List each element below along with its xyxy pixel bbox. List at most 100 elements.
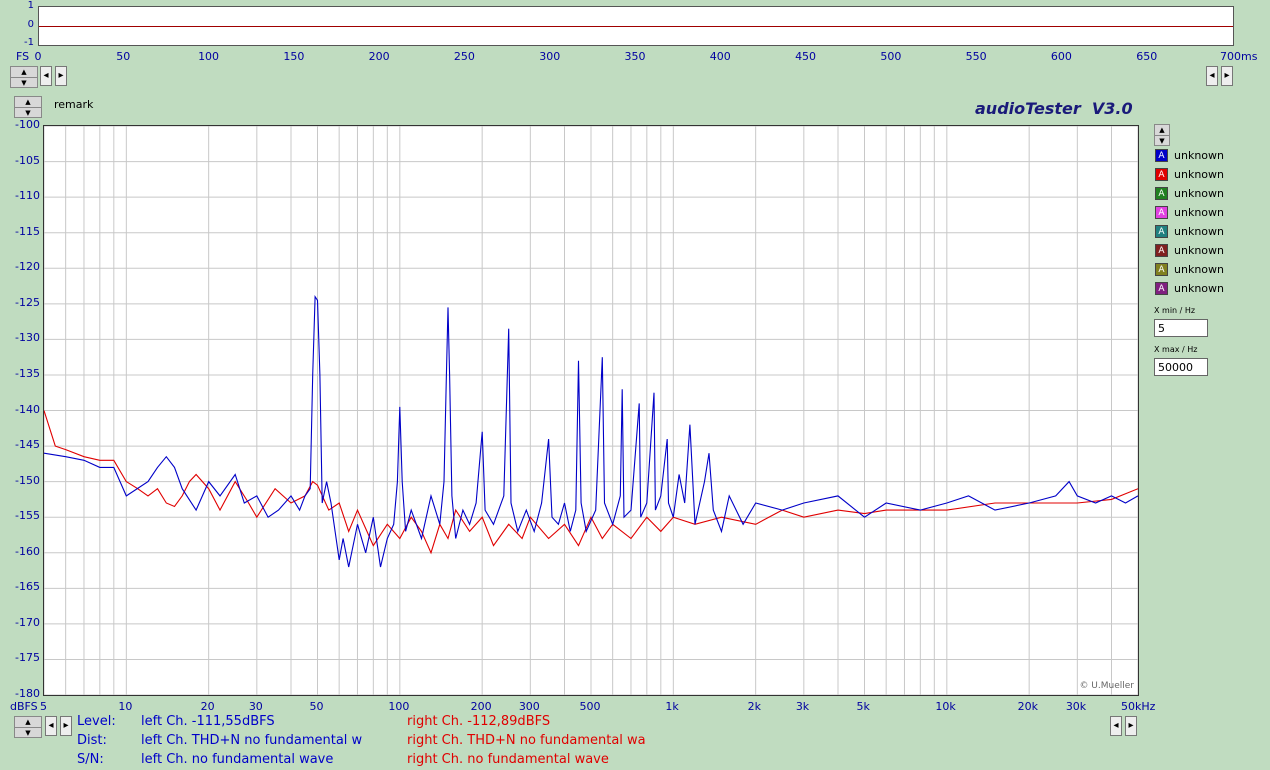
y-tick-label: -160	[15, 544, 40, 558]
legend-item-label: unknown	[1174, 281, 1224, 295]
y-tick-label: -130	[15, 331, 40, 345]
level-right-value: right Ch. -112,89dBFS	[407, 714, 551, 729]
scope-scroll-left-button[interactable]: ◂	[40, 66, 52, 86]
y-tick-label: -175	[15, 651, 40, 665]
legend-swatch-icon[interactable]: A	[1155, 224, 1168, 238]
scope-x-tick: 350	[624, 50, 646, 63]
x-tick-label: 300	[518, 700, 540, 713]
scope-ytick-minus1: -1	[24, 37, 34, 48]
y-tick-label: -115	[15, 224, 40, 238]
x-tick-label: 1k	[665, 700, 679, 713]
legend-down-icon[interactable]: ▼	[1159, 136, 1165, 145]
scope-fs-label: FS	[16, 50, 30, 63]
series-line-right-channel	[44, 410, 1138, 555]
spectrum-plot: © U.Mueller	[43, 125, 1139, 696]
scope-x-tick: 550	[965, 50, 987, 63]
y-tick-label: -100	[15, 118, 40, 131]
legend-swatch-icon[interactable]: A	[1155, 167, 1168, 181]
scope-zoom-up-icon[interactable]: ▲	[11, 67, 37, 78]
x-tick-label: 200	[470, 700, 492, 713]
x-min-label: X min / Hz	[1154, 306, 1196, 315]
x-tick-label: 10	[118, 700, 133, 713]
scope-ytick-0: 0	[27, 19, 34, 30]
legend-item-label: unknown	[1174, 205, 1224, 219]
spectrum-zoom-up-icon[interactable]: ▲	[15, 97, 41, 108]
legend-item-label: unknown	[1174, 148, 1224, 162]
y-tick-label: -135	[15, 366, 40, 380]
x-tick-label: 2k	[747, 700, 762, 713]
status-right-button[interactable]: ▸	[60, 716, 72, 736]
legend-swatch-icon[interactable]: A	[1155, 243, 1168, 257]
status-left-button[interactable]: ◂	[45, 716, 57, 736]
freq-scroll-right-button[interactable]: ▸	[1125, 716, 1137, 736]
spectrum-zoom-down-icon[interactable]: ▼	[25, 108, 31, 117]
legend-swatch-icon[interactable]: A	[1155, 262, 1168, 276]
sn-label: S/N:	[77, 752, 104, 767]
x-tick-label: 10k	[935, 700, 956, 713]
legend-swatch-icon[interactable]: A	[1155, 281, 1168, 295]
y-tick-label: -170	[15, 615, 40, 629]
spectrum-zoom-spinner[interactable]: ▲ ▼	[14, 96, 42, 118]
scope-x-tick: 200	[368, 50, 390, 63]
sn-right-value: right Ch. no fundamental wave	[407, 752, 609, 767]
scope-time-left-button[interactable]: ◂	[1206, 66, 1218, 86]
status-up-icon[interactable]: ▲	[15, 717, 41, 728]
scope-zero-line	[39, 26, 1233, 27]
status-spinner[interactable]: ▲ ▼	[14, 716, 42, 738]
legend-scroll-spinner[interactable]: ▲ ▼	[1154, 124, 1170, 146]
status-down-icon[interactable]: ▼	[25, 728, 31, 737]
app-title: audioTester V3.0	[975, 99, 1133, 118]
scope-x-tick: 150	[283, 50, 305, 63]
legend-swatch-icon[interactable]: A	[1155, 205, 1168, 219]
scope-x-tick: 500	[880, 50, 902, 63]
scope-x-tick: 400	[709, 50, 731, 63]
x-tick-label: 500	[579, 700, 601, 713]
x-tick-label: 5	[40, 700, 47, 713]
x-max-input[interactable]	[1154, 358, 1208, 376]
legend-item-label: unknown	[1174, 243, 1224, 257]
x-tick-label: 20	[200, 700, 215, 713]
legend-item-label: unknown	[1174, 262, 1224, 276]
x-tick-label: 100	[388, 700, 410, 713]
x-tick-label: 3k	[795, 700, 810, 713]
credit-text: © U.Mueller	[1079, 681, 1134, 691]
level-left-value: left Ch. -111,55dBFS	[141, 714, 275, 729]
scope-x-tick: 0	[34, 50, 42, 63]
legend-up-icon[interactable]: ▲	[1155, 125, 1169, 136]
legend-swatch-icon[interactable]: A	[1155, 148, 1168, 162]
y-tick-label: -120	[15, 260, 40, 274]
freq-scroll-left-button[interactable]: ◂	[1110, 716, 1122, 736]
scope-time-right-button[interactable]: ▸	[1221, 66, 1233, 86]
scope-zoom-spinner[interactable]: ▲ ▼	[10, 66, 38, 88]
level-label: Level:	[77, 714, 116, 729]
legend-swatch-icon[interactable]: A	[1155, 186, 1168, 200]
scope-zoom-down-icon[interactable]: ▼	[21, 78, 27, 87]
x-max-label: X max / Hz	[1154, 345, 1198, 354]
x-tick-label: 50	[309, 700, 324, 713]
legend-item-label: unknown	[1174, 167, 1224, 181]
y-tick-label: -155	[15, 509, 40, 523]
y-tick-label: -105	[15, 153, 40, 167]
scope-x-tick: 650	[1136, 50, 1158, 63]
scope-ytick-1: 1	[27, 0, 34, 11]
y-tick-label: -125	[15, 295, 40, 309]
scope-scroll-right-button[interactable]: ▸	[55, 66, 67, 86]
remark-label: remark	[54, 98, 94, 111]
scope-plot	[38, 6, 1234, 46]
x-tick-label: 30	[248, 700, 263, 713]
x-tick-label: 50kHz	[1121, 700, 1156, 713]
x-tick-label: 20k	[1017, 700, 1039, 713]
x-min-input[interactable]	[1154, 319, 1208, 337]
x-tick-label: 5k	[856, 700, 870, 713]
legend-item-label: unknown	[1174, 186, 1224, 200]
y-tick-label: -150	[15, 473, 40, 487]
y-unit-label: dBFS	[10, 700, 38, 713]
